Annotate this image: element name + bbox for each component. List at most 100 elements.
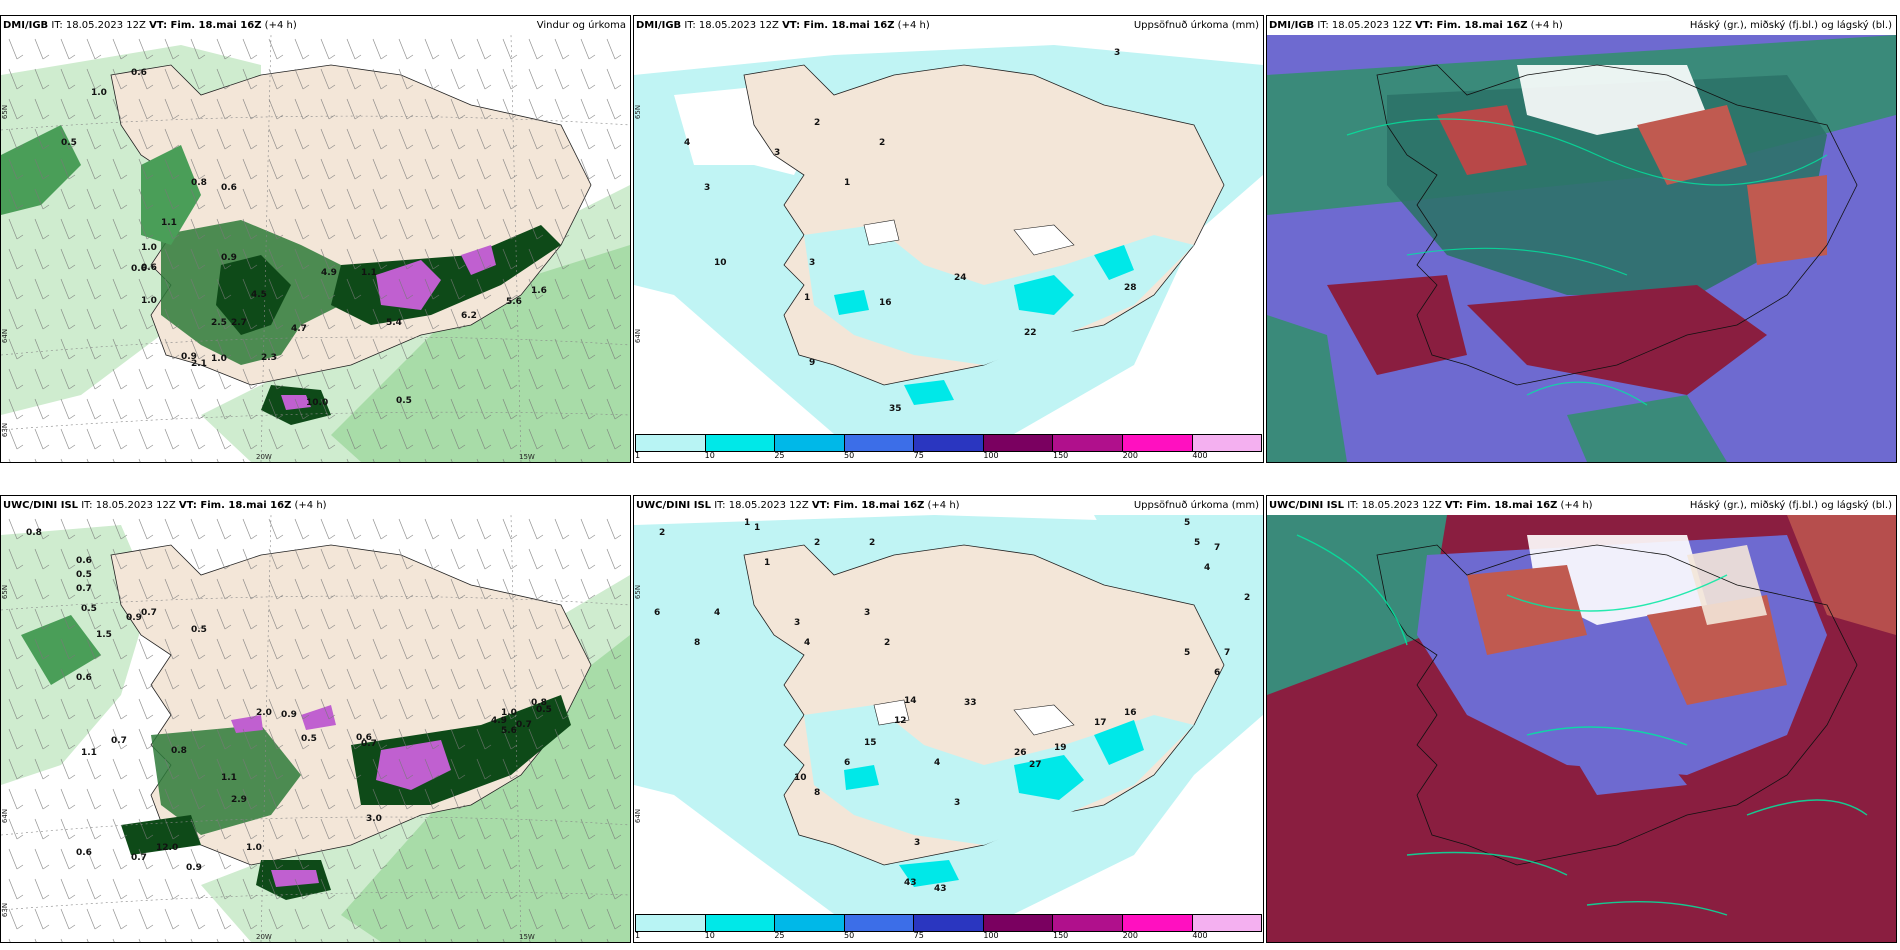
colorbar-swatch <box>1122 915 1193 931</box>
map-clouds <box>1267 35 1896 462</box>
map-value-label: 2.3 <box>261 353 277 363</box>
lead-time: (+4 h) <box>1557 500 1593 511</box>
map-value-label: 2.7 <box>231 318 247 328</box>
map-clouds <box>1267 515 1896 942</box>
map-value-label: 1 <box>764 558 770 568</box>
map-value-label: 2 <box>879 138 885 148</box>
init-time: IT: 18.05.2023 12Z <box>681 20 783 31</box>
map-value-label: 3 <box>794 618 800 628</box>
lat-label-65n: 65N <box>634 104 643 120</box>
map-value-label: 0.6 <box>76 673 92 683</box>
colorbar: 1 10 25 50 75 100 150 200 400 <box>634 914 1263 942</box>
map-value-label: 17 <box>1094 718 1107 728</box>
map-value-label: 0.9 <box>221 253 237 263</box>
map-value-label: 5.6 <box>501 726 517 736</box>
panel-header: DMI/IGB IT: 18.05.2023 12Z VT: Fim. 18.m… <box>1 16 630 35</box>
map-value-label: 0.5 <box>536 705 552 715</box>
valid-time: VT: Fim. 18.mai 16Z <box>1444 500 1558 511</box>
colorbar-swatches <box>635 914 1262 932</box>
panel-clouds-uwc: UWC/DINI ISL IT: 18.05.2023 12Z VT: Fim.… <box>1266 495 1897 943</box>
map-value-label: 4 <box>684 138 690 148</box>
model-source: UWC/DINI ISL <box>636 500 712 511</box>
map-value-label: 10 <box>714 258 727 268</box>
colorbar-swatch <box>775 435 845 451</box>
map-value-label: 10 <box>794 773 807 783</box>
colorbar-label: 25 <box>774 931 785 940</box>
map-value-label: 5 <box>1184 518 1190 528</box>
map-accum-precip: 2 1 1 2 2 1 4 6 8 3 4 3 2 14 12 33 15 6 4 10 8 3 26 27 19 17 16 43 4… <box>634 515 1263 914</box>
map-value-label: 1.1 <box>221 773 237 783</box>
map-value-label: 0.6 <box>76 848 92 858</box>
colorbar-label: 50 <box>844 451 855 460</box>
colorbar-swatch <box>636 915 706 931</box>
map-value-label: 3 <box>809 258 815 268</box>
colorbar-label: 1 <box>635 931 641 940</box>
panel-header: DMI/IGB IT: 18.05.2023 12Z VT: Fim. 18.m… <box>1267 16 1896 35</box>
map-value-label: 1.0 <box>141 243 157 253</box>
map-value-label: 7 <box>1224 648 1230 658</box>
map-value-label: 1.0 <box>501 708 517 718</box>
colorbar-swatch <box>636 435 706 451</box>
map-value-label: 0.7 <box>131 853 147 863</box>
map-value-label: 2 <box>814 118 820 128</box>
map-value-label: 0.7 <box>361 739 377 749</box>
valid-time: VT: Fim. 18.mai 16Z <box>1415 20 1528 31</box>
map-value-label: 0.7 <box>516 720 532 730</box>
valid-time: VT: Fim. 18.mai 16Z <box>782 20 895 31</box>
map-value-label: 1.0 <box>91 88 107 98</box>
init-time: IT: 18.05.2023 12Z <box>48 20 150 31</box>
panel-clouds-dmi: DMI/IGB IT: 18.05.2023 12Z VT: Fim. 18.m… <box>1266 15 1897 463</box>
init-time: IT: 18.05.2023 12Z <box>711 500 812 511</box>
panel-header: UWC/DINI ISL IT: 18.05.2023 12Z VT: Fim.… <box>1267 496 1896 515</box>
lead-time: (+4 h) <box>261 20 297 31</box>
map-value-label: 8 <box>694 638 700 648</box>
map-value-label: 0.6 <box>221 183 237 193</box>
map-value-label: 1 <box>754 523 760 533</box>
colorbar-label: 150 <box>1053 451 1069 460</box>
map-value-label: 3.0 <box>366 814 382 824</box>
lon-label-20w: 20W <box>256 453 272 461</box>
map-value-label: 24 <box>954 273 967 283</box>
map-value-label: 2 <box>869 538 875 548</box>
lead-time: (+4 h) <box>1527 20 1563 31</box>
map-value-label: 0.8 <box>191 178 207 188</box>
map-value-label: 0.8 <box>531 698 547 708</box>
lat-label-65n: 65N <box>634 584 643 600</box>
colorbar-swatch <box>914 915 984 931</box>
panel-accum-precip-uwc: UWC/DINI ISL IT: 18.05.2023 12Z VT: Fim.… <box>633 495 1264 943</box>
map-value-label: 1.0 <box>141 296 157 306</box>
lat-label-64n: 64N <box>634 328 643 344</box>
colorbar-label: 150 <box>1053 931 1069 940</box>
map-value-label: 0.8 <box>26 528 42 538</box>
map-value-label: 26 <box>1014 748 1027 758</box>
panel-accum-precip-dmi: DMI/IGB IT: 18.05.2023 12Z VT: Fim. 18.m… <box>633 15 1264 463</box>
map-canvas <box>1267 515 1896 942</box>
map-value-label: 2 <box>884 638 890 648</box>
lat-label-63n: 63N <box>1 422 10 438</box>
map-value-label: 1.1 <box>81 748 97 758</box>
map-value-label: 0.5 <box>191 625 207 635</box>
colorbar-label: 50 <box>844 931 855 940</box>
map-value-label: 1.6 <box>531 286 547 296</box>
map-value-label: 0.5 <box>396 396 412 406</box>
map-value-label: 9 <box>809 358 815 368</box>
map-value-label: 3 <box>864 608 870 618</box>
map-value-label: 4 <box>934 758 940 768</box>
map-value-label: 2 <box>659 528 665 538</box>
colorbar-label: 400 <box>1192 451 1208 460</box>
map-value-label: 8 <box>814 788 820 798</box>
map-value-label: 3 <box>914 838 920 848</box>
map-value-label: 0.6 <box>131 264 147 274</box>
lat-label-63n: 63N <box>1 902 10 918</box>
colorbar-swatches <box>635 434 1262 452</box>
map-value-label: 0.9 <box>126 613 142 623</box>
lat-label-65n: 65N <box>1 104 10 120</box>
map-value-label: 0.7 <box>111 736 127 746</box>
map-value-label: 6 <box>654 608 660 618</box>
colorbar-swatch <box>705 435 776 451</box>
map-value-label: 12 <box>894 716 907 726</box>
map-value-label: 0.7 <box>141 608 157 618</box>
map-value-label: 6 <box>1214 668 1220 678</box>
map-value-label: 0.6 <box>76 556 92 566</box>
map-value-label: 43 <box>904 878 917 888</box>
